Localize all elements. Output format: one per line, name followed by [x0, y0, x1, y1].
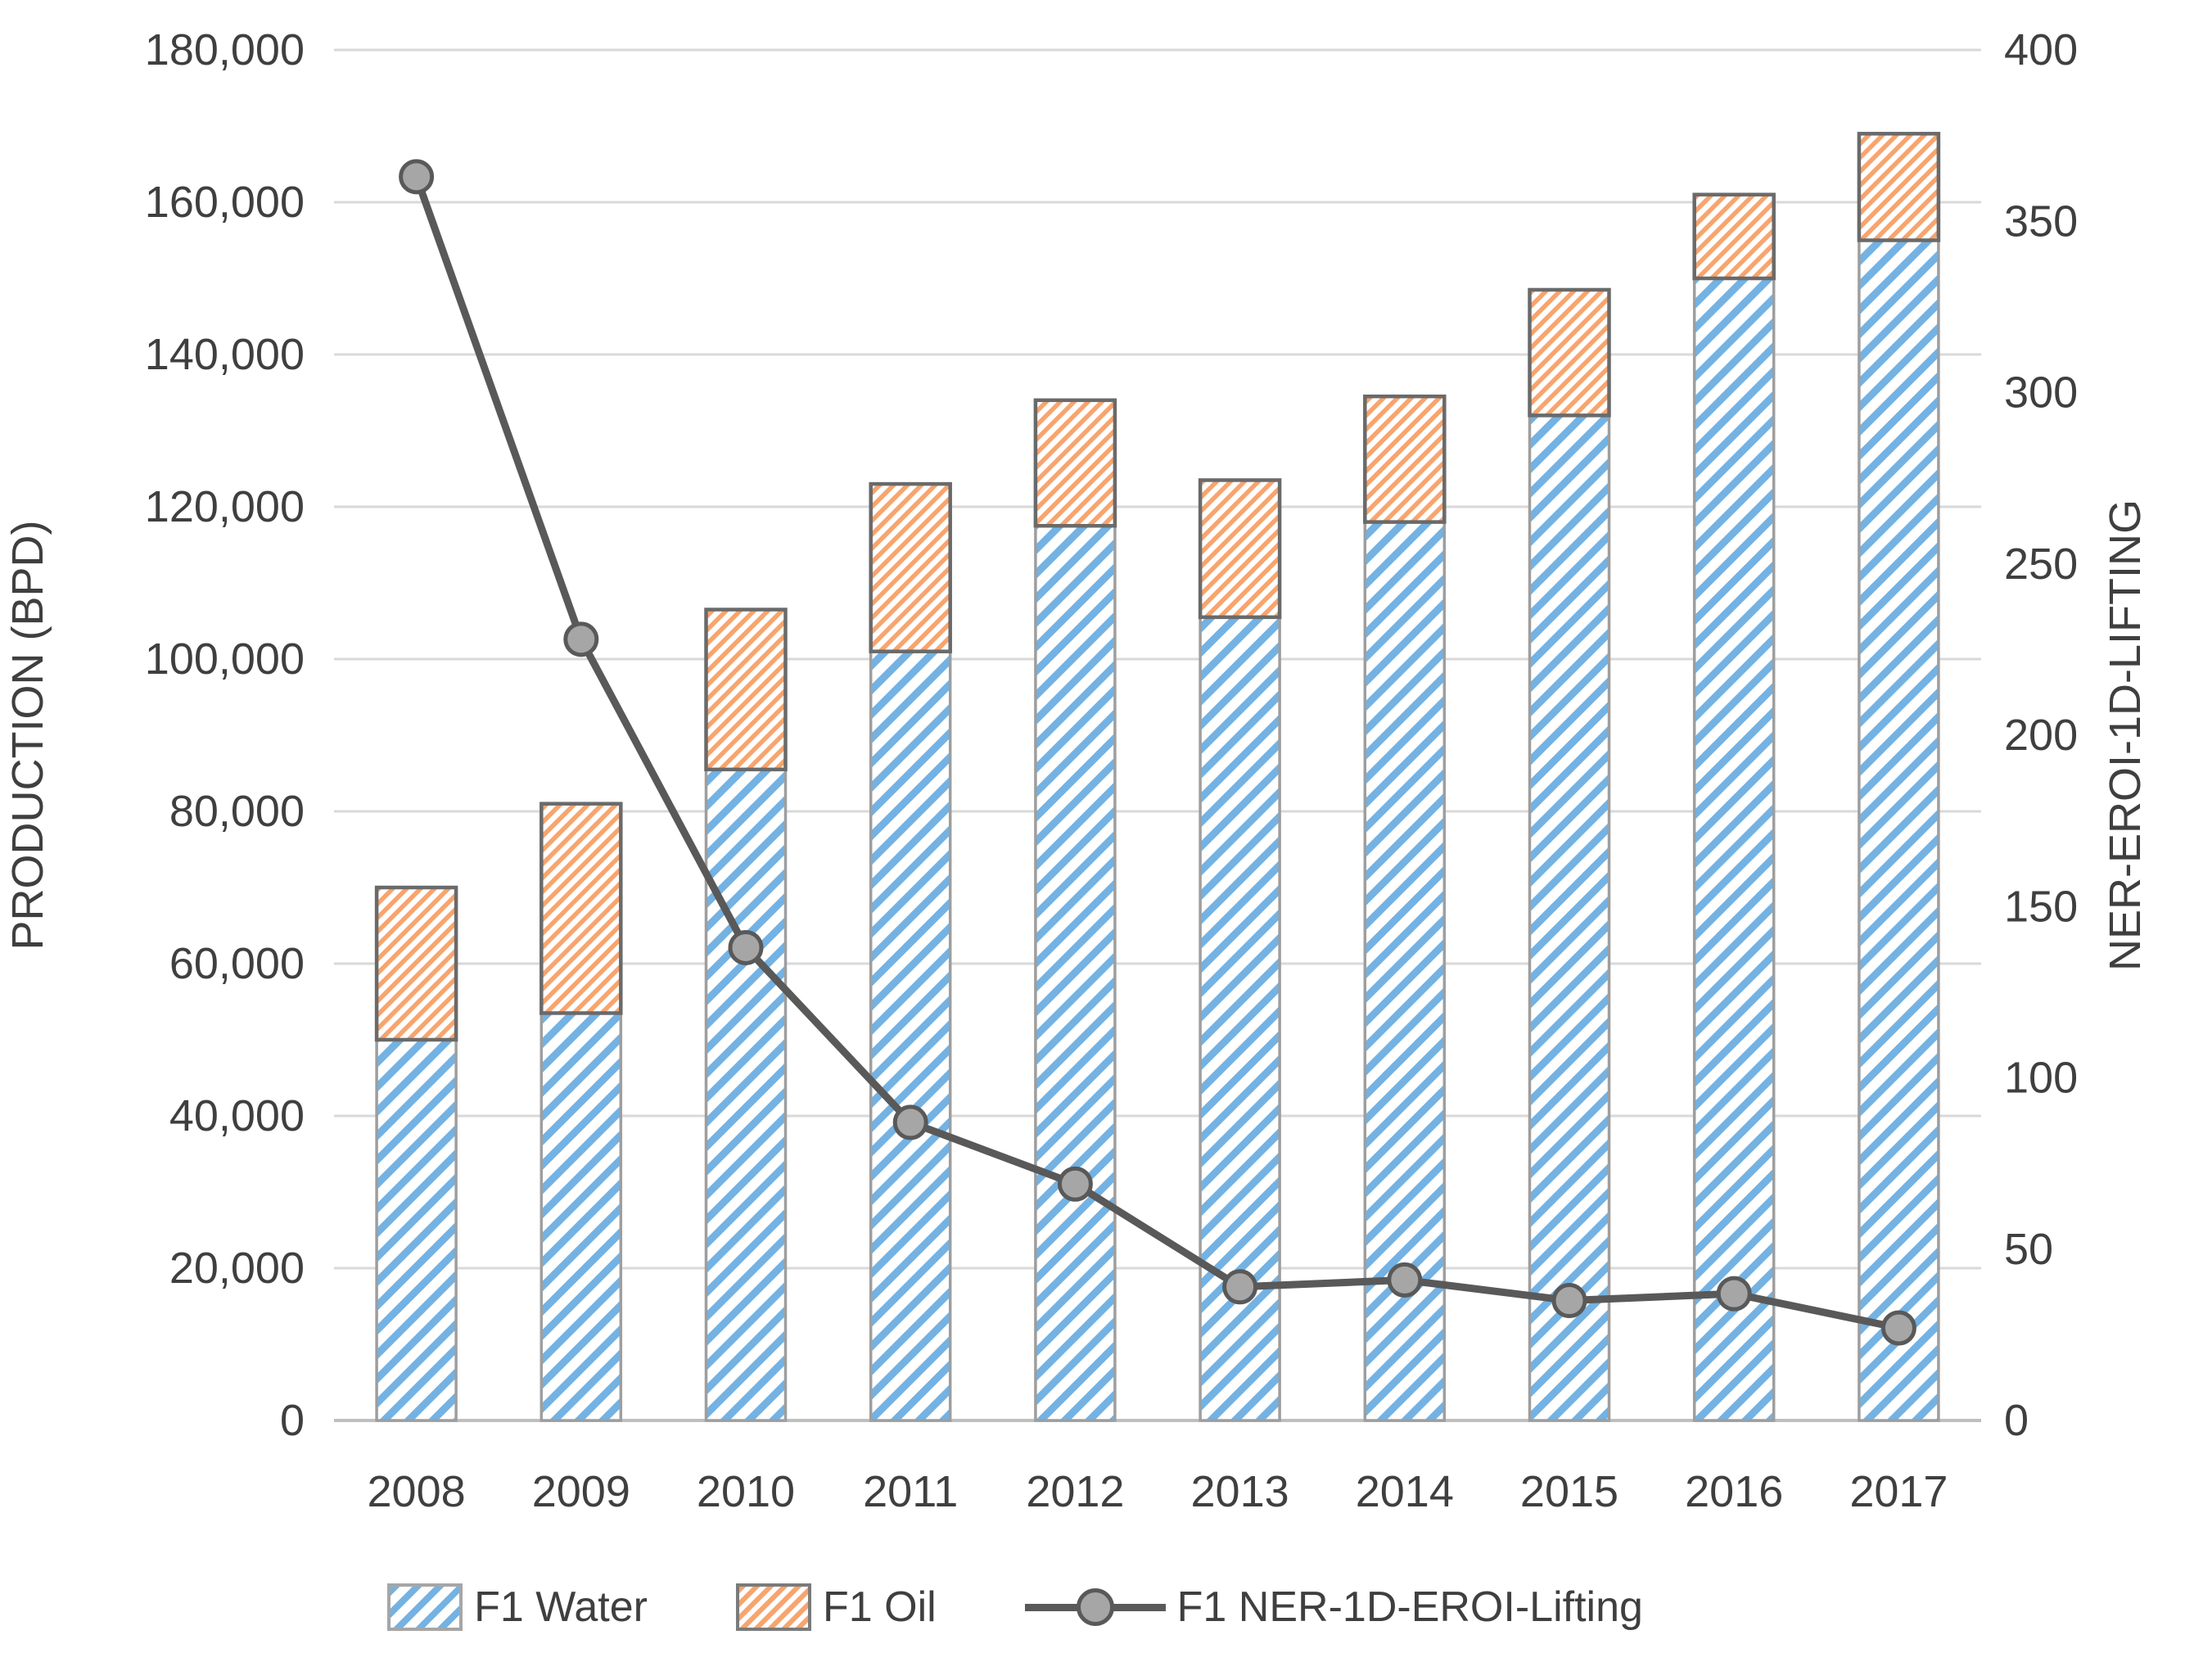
x-tick-label-2009: 2009 [532, 1467, 630, 1516]
y-right-tick-label: 0 [2004, 1396, 2029, 1445]
legend-swatch-water-icon [387, 1583, 463, 1631]
y-left-tick-label: 60,000 [169, 939, 305, 988]
bar-f1-oil-2011 [869, 481, 952, 653]
line-marker-2008 [399, 159, 435, 195]
bar-f1-oil-2017 [1857, 132, 1941, 242]
y-right-tick-label: 200 [2004, 711, 2078, 760]
y-right-tick-label: 50 [2004, 1225, 2053, 1274]
bar-series [374, 132, 1941, 1422]
x-tick-label-2015: 2015 [1520, 1467, 1618, 1516]
x-tick-label-2012: 2012 [1026, 1467, 1124, 1516]
y-right-tick-label: 250 [2004, 540, 2078, 589]
x-tick-label-2011: 2011 [863, 1467, 958, 1516]
y-axis-right-ticks: 0 50 100 150 200 250 300 350 400 [2004, 25, 2078, 1445]
y-left-tick-label: 80,000 [169, 787, 305, 836]
bar-f1-oil-2010 [704, 607, 788, 772]
line-series [399, 159, 1916, 1346]
x-tick-label-2013: 2013 [1191, 1467, 1289, 1516]
legend-item-f1-oil: F1 Oil [735, 1583, 937, 1632]
y-left-tick-label: 120,000 [145, 482, 305, 531]
bar-f1-oil-2016 [1692, 192, 1776, 281]
bar-f1-water-2008 [375, 1038, 458, 1422]
legend-item-f1-ner: F1 NER-1D-EROI-Lifting [1024, 1582, 1643, 1633]
line-marker-2014 [1387, 1262, 1423, 1298]
x-tick-label-2008: 2008 [368, 1467, 466, 1516]
x-tick-label-2016: 2016 [1685, 1467, 1783, 1516]
line-marker-2011 [892, 1104, 928, 1140]
legend-item-f1-water: F1 Water [387, 1583, 648, 1632]
y-left-tick-label: 160,000 [145, 178, 305, 227]
bar-f1-oil-2008 [374, 885, 458, 1042]
x-tick-label-2014: 2014 [1356, 1467, 1454, 1516]
y-left-tick-label: 40,000 [169, 1091, 305, 1140]
y-right-tick-label: 100 [2004, 1054, 2078, 1103]
legend: F1 Water F1 Oil F1 NER-1D-EROI-Lifting [0, 1582, 2030, 1633]
line-marker-2017 [1880, 1310, 1916, 1346]
x-tick-label-2017: 2017 [1849, 1467, 1948, 1516]
legend-label-f1-oil: F1 Oil [822, 1583, 937, 1631]
legend-label-f1-water: F1 Water [474, 1583, 648, 1631]
line-marker-2012 [1057, 1166, 1093, 1202]
right-axis-title: NER-EROI-1D-LIFTING [2101, 499, 2150, 971]
y-left-tick-label: 140,000 [145, 330, 305, 379]
x-axis-ticks: 2008 2009 2010 2011 2012 2013 2014 2015 2016 2017 [368, 1467, 1948, 1516]
line-f1-ner-1d-eroi-lifting [413, 173, 1903, 1332]
y-axis-left-ticks: 0 20,000 40,000 60,000 80,000 100,000 120,000 1… [145, 25, 305, 1445]
y-left-tick-label: 20,000 [169, 1244, 305, 1293]
left-axis-title: PRODUCTION (BPD) [3, 521, 52, 951]
bar-f1-water-2010 [704, 768, 788, 1422]
bar-f1-oil-2015 [1528, 287, 1611, 418]
y-left-tick-label: 100,000 [145, 635, 305, 684]
bar-f1-oil-2009 [539, 802, 623, 1015]
legend-line-marker-icon [1024, 1582, 1166, 1633]
line-marker-2010 [728, 929, 764, 965]
x-tick-label-2010: 2010 [697, 1467, 795, 1516]
legend-swatch-oil-icon [735, 1583, 811, 1631]
bar-f1-oil-2012 [1033, 398, 1117, 528]
line-marker-2016 [1716, 1276, 1752, 1312]
bar-f1-oil-2014 [1363, 394, 1447, 524]
bar-f1-water-2017 [1858, 238, 1940, 1422]
bar-f1-water-2012 [1034, 524, 1117, 1422]
y-left-tick-label: 180,000 [145, 25, 305, 75]
y-right-tick-label: 400 [2004, 25, 2078, 75]
line-marker-2009 [563, 621, 599, 657]
legend-label-f1-ner: F1 NER-1D-EROI-Lifting [1176, 1583, 1643, 1631]
bar-f1-water-2011 [869, 649, 952, 1422]
bar-f1-water-2015 [1528, 413, 1611, 1422]
y-right-tick-label: 150 [2004, 882, 2078, 931]
y-right-tick-label: 300 [2004, 368, 2078, 418]
bar-f1-water-2009 [539, 1011, 623, 1422]
line-marker-2015 [1551, 1283, 1587, 1319]
bar-f1-oil-2013 [1198, 478, 1282, 620]
bar-f1-water-2016 [1692, 277, 1776, 1422]
y-right-tick-label: 350 [2004, 196, 2078, 246]
y-left-tick-label: 0 [280, 1396, 305, 1445]
line-marker-2013 [1222, 1269, 1258, 1305]
